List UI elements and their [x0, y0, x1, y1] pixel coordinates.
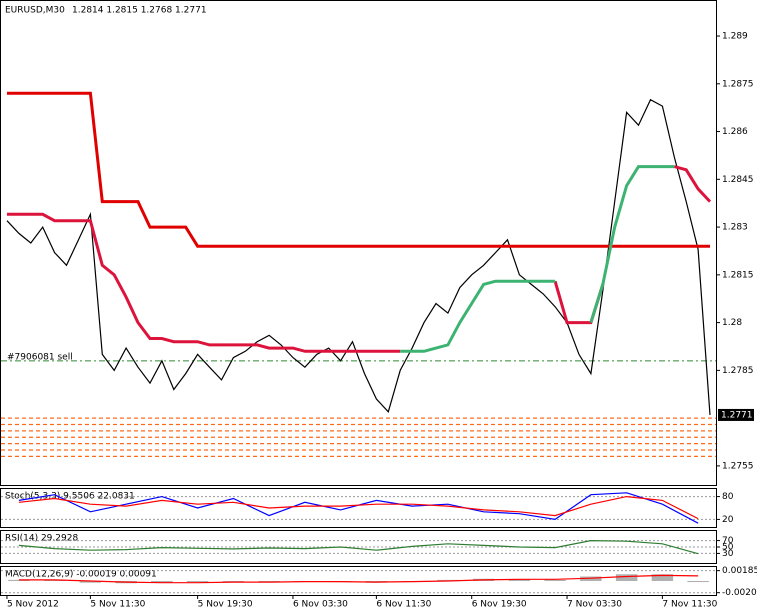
- ohlc: 1.2814 1.2815 1.2768 1.2771: [72, 6, 207, 16]
- indicator-title: MACD(12,26,9) -0.00019 0.00091: [5, 570, 157, 580]
- series-line: [18, 539, 699, 555]
- series-line: [400, 165, 675, 353]
- y-tick-label: 0.00185: [722, 566, 757, 576]
- histogram-bar: [43, 580, 66, 581]
- histogram-bar: [186, 581, 209, 583]
- histogram-bar: [687, 581, 709, 583]
- stoch-panel: [0, 488, 717, 528]
- histogram-bar: [544, 579, 566, 581]
- series-line: [18, 495, 699, 520]
- symbol: EURUSD,M30: [5, 6, 65, 16]
- x-tick-label: 7 Nov 11:30: [662, 600, 717, 610]
- y-tick-label: 1.28: [722, 318, 742, 328]
- indicator-title: RSI(14) 29.2928: [5, 534, 78, 544]
- series-line: [6, 98, 711, 415]
- y-tick-label: 30: [722, 549, 734, 559]
- histogram-bar: [258, 581, 280, 582]
- x-tick-label: 5 Nov 11:30: [90, 600, 145, 610]
- y-tick-label: 1.2755: [722, 461, 754, 471]
- series-line: [18, 574, 699, 584]
- series-line: [7, 91, 710, 248]
- y-tick-label: 1.283: [722, 223, 748, 233]
- histogram-bar: [8, 579, 30, 581]
- histogram-bar: [79, 581, 102, 583]
- x-tick-label: 5 Nov 2012: [7, 600, 59, 610]
- histogram-bar: [615, 574, 638, 581]
- x-tick-label: 5 Nov 19:30: [198, 600, 253, 610]
- y-tick-label: -0.00209: [722, 588, 757, 598]
- y-tick-label: 70: [722, 536, 734, 546]
- x-tick-label: 6 Nov 19:30: [472, 600, 527, 610]
- y-tick-label: 80: [722, 492, 734, 502]
- order-label: #7906081 sell: [7, 352, 73, 362]
- x-tick-label: 7 Nov 03:30: [567, 600, 622, 610]
- x-tick-label: 6 Nov 03:30: [293, 600, 348, 610]
- y-tick-label: 1.2875: [722, 79, 754, 89]
- main-panel: [0, 0, 717, 486]
- price-box: [718, 408, 754, 421]
- y-tick-label: 1.2815: [722, 270, 754, 280]
- y-tick-label: 1.2785: [722, 366, 754, 376]
- histogram-bar: [151, 581, 173, 583]
- histogram-bar: [651, 574, 674, 581]
- y-tick-label: 1.2845: [722, 175, 754, 185]
- x-tick-label: 6 Nov 11:30: [376, 600, 431, 610]
- y-tick-label: 1.289: [722, 32, 748, 42]
- y-tick-label: 50: [722, 543, 734, 553]
- y-tick-label: 1.286: [722, 127, 748, 137]
- price-label: 1.2771: [721, 410, 753, 420]
- y-tick-label: 20: [722, 515, 734, 525]
- histogram-bar: [508, 579, 531, 581]
